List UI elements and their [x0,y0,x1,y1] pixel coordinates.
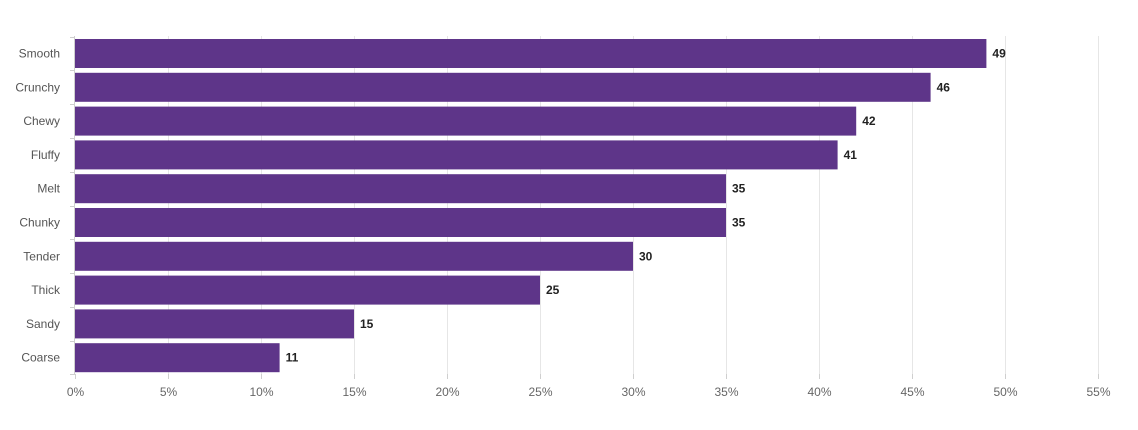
bars [75,39,987,373]
category-label: Tender [23,249,60,263]
bar-tender[interactable] [75,241,633,271]
x-tick-label: 10% [249,385,273,399]
labels: 0% 5% 10% 15% 20% 25% 30% 35% 40% 45% 50% 55% Smooth… [15,47,1111,400]
value-label: 42 [862,114,876,128]
x-tick-label: 30% [621,385,645,399]
x-tick-label: 5% [160,385,178,399]
category-label: Sandy [26,317,60,331]
bar-smooth[interactable] [75,39,987,68]
value-label: 35 [732,182,746,196]
bar-chunky[interactable] [75,208,726,237]
category-label: Coarse [21,351,60,365]
bar-sandy[interactable] [75,309,354,339]
category-label: Smooth [19,47,60,61]
bar-melt[interactable] [75,174,726,204]
value-label: 11 [286,351,299,365]
x-tick-label: 50% [993,385,1017,399]
x-tick-label: 45% [900,385,924,399]
bar-crunchy[interactable] [75,72,931,102]
x-tick-label: 0% [67,385,85,399]
value-label: 30 [639,249,653,263]
value-label: 25 [546,283,560,297]
value-label: 49 [992,47,1006,61]
x-tick-label: 55% [1086,385,1110,399]
category-label: Fluffy [31,148,60,162]
bar-coarse[interactable] [75,343,280,373]
value-label: 46 [937,80,951,94]
bar-thick[interactable] [75,275,540,305]
axes [70,36,1099,379]
category-label: Thick [31,283,61,297]
category-label: Melt [37,182,60,196]
x-tick-label: 25% [528,385,552,399]
category-label: Chunky [19,216,60,230]
x-tick-label: 15% [342,385,366,399]
value-label: 41 [844,148,858,162]
value-label: 15 [360,317,374,331]
bar-fluffy[interactable] [75,140,838,170]
x-tick-label: 40% [807,385,831,399]
x-tick-label: 35% [714,385,738,399]
category-label: Crunchy [15,80,60,94]
bar-chewy[interactable] [75,106,857,136]
x-tick-label: 20% [435,385,459,399]
category-label: Chewy [23,114,60,128]
value-label: 35 [732,216,746,230]
